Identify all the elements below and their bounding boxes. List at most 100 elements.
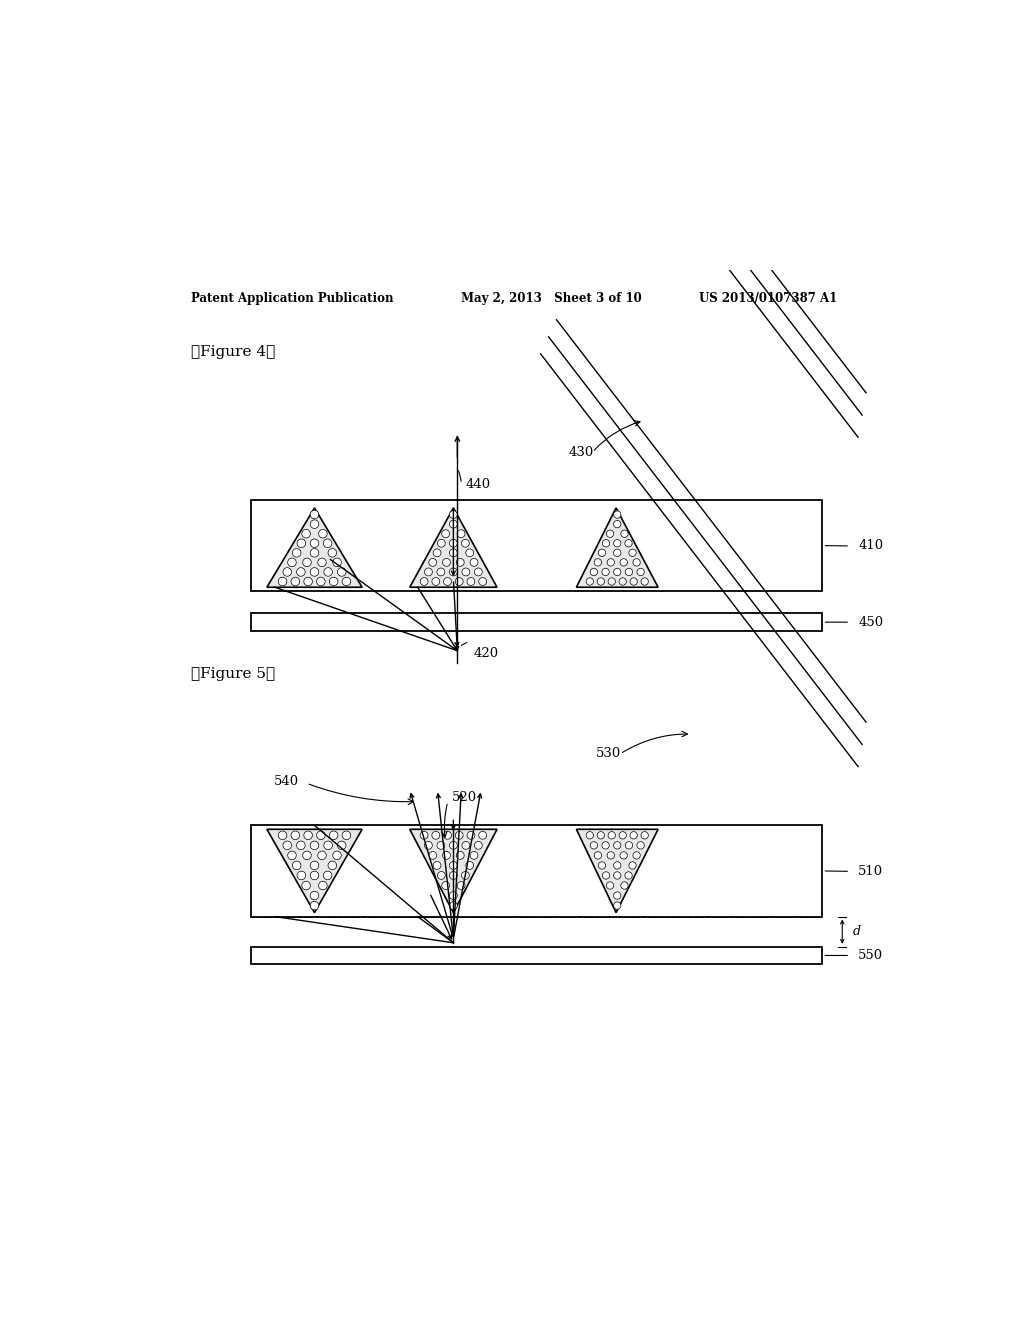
Circle shape [606, 531, 613, 537]
Polygon shape [410, 829, 497, 912]
Circle shape [621, 531, 628, 537]
Circle shape [302, 529, 310, 539]
Text: d: d [853, 925, 860, 939]
Circle shape [467, 832, 475, 840]
Circle shape [425, 568, 432, 576]
Circle shape [316, 832, 326, 840]
Circle shape [318, 529, 328, 539]
Circle shape [279, 832, 287, 840]
Circle shape [310, 891, 318, 900]
Circle shape [598, 549, 605, 557]
Circle shape [310, 520, 318, 528]
Circle shape [625, 871, 632, 879]
Circle shape [442, 851, 451, 859]
Circle shape [613, 871, 621, 879]
Circle shape [597, 578, 604, 585]
Text: 』Figure 4』: 』Figure 4』 [191, 346, 275, 359]
Circle shape [457, 851, 464, 859]
Circle shape [613, 892, 621, 899]
Circle shape [442, 558, 451, 566]
Circle shape [328, 549, 337, 557]
Circle shape [429, 558, 436, 566]
Circle shape [450, 520, 458, 528]
Circle shape [443, 578, 452, 586]
Circle shape [637, 842, 644, 849]
Bar [251, 500, 822, 591]
Circle shape [310, 841, 318, 850]
Circle shape [479, 832, 486, 840]
Circle shape [338, 568, 346, 577]
Circle shape [310, 539, 318, 548]
Circle shape [310, 871, 318, 879]
Circle shape [479, 578, 486, 586]
Circle shape [613, 520, 621, 528]
Circle shape [310, 568, 318, 577]
Circle shape [342, 577, 350, 586]
Circle shape [310, 549, 318, 557]
Circle shape [441, 882, 450, 890]
Circle shape [613, 569, 621, 576]
Circle shape [597, 832, 604, 840]
Circle shape [450, 891, 458, 899]
Circle shape [613, 549, 621, 557]
Circle shape [462, 540, 469, 548]
Circle shape [625, 540, 632, 546]
Circle shape [288, 558, 296, 566]
Text: 530: 530 [596, 747, 622, 760]
Circle shape [613, 511, 621, 519]
Circle shape [633, 558, 640, 566]
Circle shape [590, 842, 598, 849]
Polygon shape [267, 508, 362, 587]
Circle shape [620, 578, 627, 585]
Circle shape [317, 851, 327, 859]
Text: 420: 420 [473, 647, 499, 660]
Text: 450: 450 [858, 615, 884, 628]
Circle shape [310, 861, 318, 870]
Circle shape [629, 549, 636, 557]
Circle shape [441, 529, 450, 537]
Circle shape [333, 558, 341, 566]
Text: 550: 550 [858, 949, 884, 962]
Circle shape [324, 568, 333, 577]
Circle shape [620, 851, 628, 859]
Circle shape [598, 862, 605, 869]
Circle shape [304, 832, 312, 840]
Circle shape [279, 577, 287, 586]
Circle shape [291, 577, 300, 586]
Text: 430: 430 [568, 446, 594, 459]
Circle shape [297, 871, 305, 879]
Circle shape [443, 832, 452, 840]
Circle shape [420, 832, 428, 840]
Circle shape [607, 851, 614, 859]
Text: Patent Application Publication: Patent Application Publication [191, 292, 394, 305]
Circle shape [288, 851, 296, 859]
Circle shape [433, 549, 441, 557]
Circle shape [283, 841, 292, 850]
Polygon shape [577, 829, 658, 912]
Circle shape [297, 539, 305, 548]
Bar [251, 946, 822, 964]
Text: 440: 440 [465, 478, 490, 491]
Circle shape [291, 832, 300, 840]
Circle shape [450, 568, 458, 576]
Circle shape [303, 851, 311, 859]
Circle shape [316, 577, 326, 586]
Circle shape [302, 882, 310, 890]
Circle shape [293, 861, 301, 870]
Text: 410: 410 [858, 540, 884, 553]
Circle shape [590, 569, 598, 576]
Circle shape [602, 540, 609, 546]
Circle shape [630, 832, 637, 840]
Circle shape [629, 862, 636, 869]
Circle shape [467, 578, 475, 586]
Circle shape [607, 558, 614, 566]
Circle shape [608, 832, 615, 840]
Text: 540: 540 [273, 775, 299, 788]
Circle shape [283, 568, 292, 577]
Circle shape [633, 851, 640, 859]
Circle shape [641, 832, 648, 840]
Circle shape [333, 851, 341, 859]
Circle shape [432, 832, 439, 840]
Circle shape [310, 902, 318, 909]
Text: 』Figure 5』: 』Figure 5』 [191, 667, 275, 681]
